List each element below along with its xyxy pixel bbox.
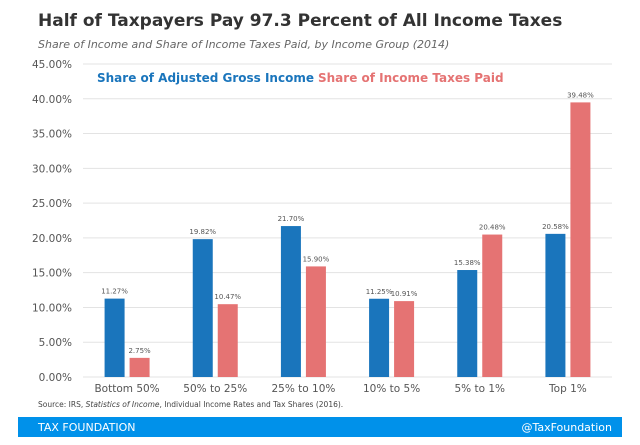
data-label: 10.91% (391, 290, 418, 298)
bar-agi (545, 233, 566, 377)
x-tick-label: 25% to 10% (271, 383, 335, 395)
data-label: 15.38% (454, 259, 481, 267)
legend-agi: Share of Adjusted Gross Income (97, 71, 314, 85)
source-note: Source: IRS, Statistics of Income, Indiv… (38, 400, 343, 409)
data-label: 20.48% (479, 224, 506, 232)
data-label: 19.82% (189, 228, 216, 236)
bar-agi (192, 239, 213, 377)
y-tick-label: 15.00% (32, 268, 72, 280)
footer-brand: TAX FOUNDATION (37, 421, 136, 434)
data-label: 11.27% (101, 288, 128, 296)
y-tick-label: 10.00% (32, 302, 72, 314)
y-tick-label: 0.00% (39, 372, 72, 384)
y-tick-label: 5.00% (39, 337, 72, 349)
bar-taxes (394, 301, 415, 377)
x-tick-label: Top 1% (548, 383, 587, 395)
y-tick-label: 40.00% (32, 94, 72, 106)
bar-taxes (482, 234, 503, 377)
y-tick-label: 45.00% (32, 59, 72, 71)
x-tick-label: 50% to 25% (183, 383, 247, 395)
data-label: 15.90% (303, 255, 330, 263)
bar-taxes (305, 266, 326, 377)
data-label: 10.47% (214, 293, 241, 301)
bar-agi (104, 298, 125, 377)
footer-handle: @TaxFoundation (521, 421, 612, 434)
data-label: 11.25% (366, 288, 393, 296)
bar-agi (369, 298, 390, 377)
bar-taxes (570, 102, 591, 378)
x-tick-label: 5% to 1% (454, 383, 505, 395)
legend-taxes: Share of Income Taxes Paid (318, 71, 504, 85)
x-tick-label: 10% to 5% (363, 383, 420, 395)
x-tick-label: Bottom 50% (94, 383, 159, 395)
data-label: 21.70% (278, 215, 305, 223)
bar-taxes (129, 357, 150, 377)
bar-agi (457, 270, 478, 377)
y-tick-label: 30.00% (32, 163, 72, 175)
bar-agi (280, 226, 301, 377)
y-tick-label: 20.00% (32, 233, 72, 245)
data-label: 20.58% (542, 223, 569, 231)
bar-taxes (217, 304, 238, 377)
data-label: 39.48% (567, 91, 594, 99)
data-label: 2.75% (128, 347, 151, 355)
footer-banner (18, 417, 622, 437)
y-tick-label: 25.00% (32, 198, 72, 210)
chart-subtitle: Share of Income and Share of Income Taxe… (38, 38, 449, 51)
y-tick-label: 35.00% (32, 129, 72, 141)
chart-title: Half of Taxpayers Pay 97.3 Percent of Al… (38, 11, 562, 31)
